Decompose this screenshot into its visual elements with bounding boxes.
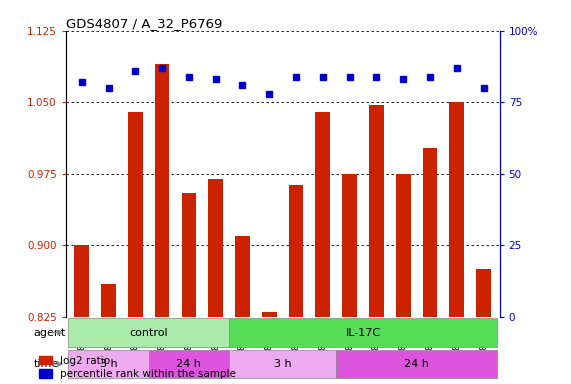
Text: GDS4807 / A_32_P6769: GDS4807 / A_32_P6769 — [66, 17, 222, 30]
Text: 3 h: 3 h — [100, 359, 117, 369]
Bar — [182, 193, 196, 317]
Bar — [69, 318, 229, 347]
Bar — [476, 269, 491, 317]
Text: 24 h: 24 h — [176, 359, 202, 369]
Bar — [423, 148, 437, 317]
Bar — [69, 350, 148, 378]
Bar — [315, 112, 330, 317]
Text: agent: agent — [34, 328, 66, 338]
Bar — [155, 64, 170, 317]
Bar — [289, 185, 303, 317]
Bar — [229, 318, 497, 347]
Bar — [342, 174, 357, 317]
Bar — [262, 312, 276, 317]
Bar — [74, 245, 89, 317]
Text: IL-17C: IL-17C — [345, 328, 380, 338]
Bar — [148, 350, 229, 378]
Bar — [208, 179, 223, 317]
Bar — [101, 283, 116, 317]
Text: 3 h: 3 h — [274, 359, 291, 369]
Bar — [336, 350, 497, 378]
Bar — [396, 174, 411, 317]
Text: control: control — [130, 328, 168, 338]
Legend: log2 ratio, percentile rank within the sample: log2 ratio, percentile rank within the s… — [39, 356, 236, 379]
Text: time: time — [34, 359, 59, 369]
Bar — [235, 236, 250, 317]
Text: 24 h: 24 h — [404, 359, 429, 369]
Bar — [369, 105, 384, 317]
Bar — [449, 102, 464, 317]
Bar — [229, 350, 336, 378]
Bar — [128, 112, 143, 317]
